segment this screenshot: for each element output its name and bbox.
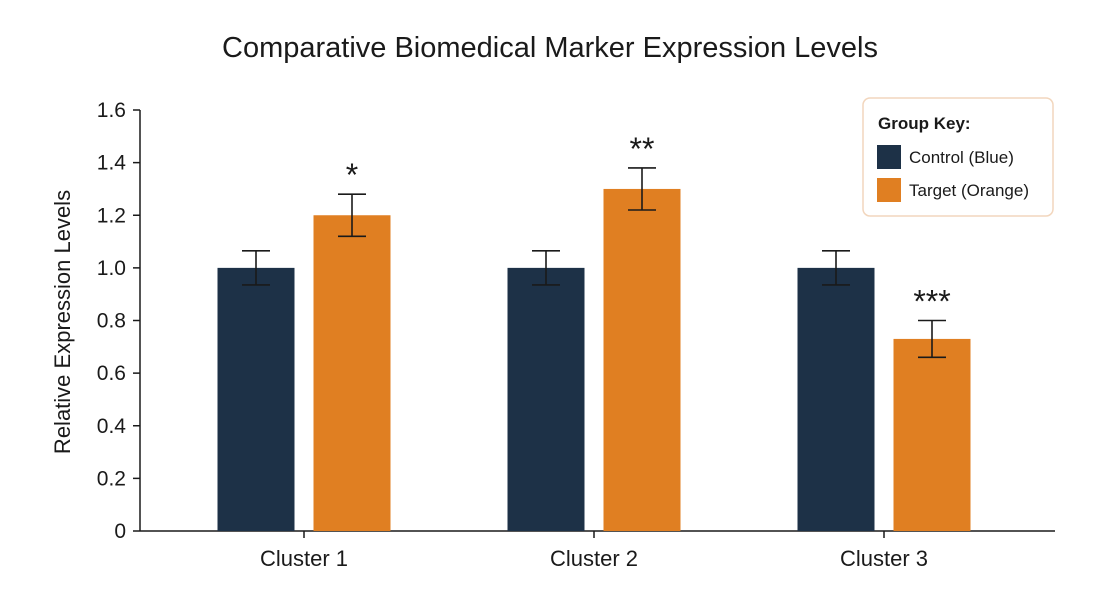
legend-label: Target (Orange) [909,181,1029,200]
error-bar [338,193,366,238]
y-axis-label-group: Relative Expression Levels [50,190,75,454]
y-tick-label: 0.4 [97,415,127,438]
y-tick-label: 0.2 [97,467,126,490]
legend-swatch-control [877,145,901,169]
error-bar [918,319,946,359]
target-bar-3 [893,338,971,531]
y-tick-label: 1.2 [97,204,126,227]
error-bars [242,167,946,359]
control-bar-3 [797,267,875,531]
x-tick-label: Cluster 3 [840,546,928,571]
y-tick-label: 1.6 [97,99,126,122]
chart-title: Comparative Biomedical Marker Expression… [222,32,878,64]
y-axis: 0 0.2 0.4 0.6 0.8 1.0 1.2 1.4 1.6 [97,99,141,543]
error-bar [242,249,270,286]
legend-title: Group Key: [878,114,971,133]
y-axis-label: Relative Expression Levels [50,190,75,454]
target-bar-2 [603,188,681,531]
error-bar [532,249,560,286]
x-tick-label: Cluster 2 [550,546,638,571]
x-axis: Cluster 1 Cluster 2 Cluster 3 [140,530,1055,571]
y-tick-label: 0.6 [97,362,126,385]
y-tick-label: 0 [114,520,126,543]
significance-mark: *** [913,284,950,320]
legend-label: Control (Blue) [909,148,1014,167]
legend-swatch-target [877,178,901,202]
significance-mark: ** [630,131,655,167]
target-bar-1 [313,215,391,531]
y-tick-label: 0.8 [97,310,126,333]
legend-box [862,97,1054,217]
x-tick-label: Cluster 1 [260,546,348,571]
control-bar-1 [217,267,295,531]
error-bar [822,249,850,286]
significance-mark: * [346,157,358,193]
error-bar [628,167,656,211]
legend: Group Key: Control (Blue) Target (Orange) [862,97,1054,217]
y-tick-label: 1.4 [97,152,127,175]
y-tick-label: 1.0 [97,257,126,280]
bars [217,188,971,531]
control-bar-2 [507,267,585,531]
significance-marks: ****** [346,131,951,320]
